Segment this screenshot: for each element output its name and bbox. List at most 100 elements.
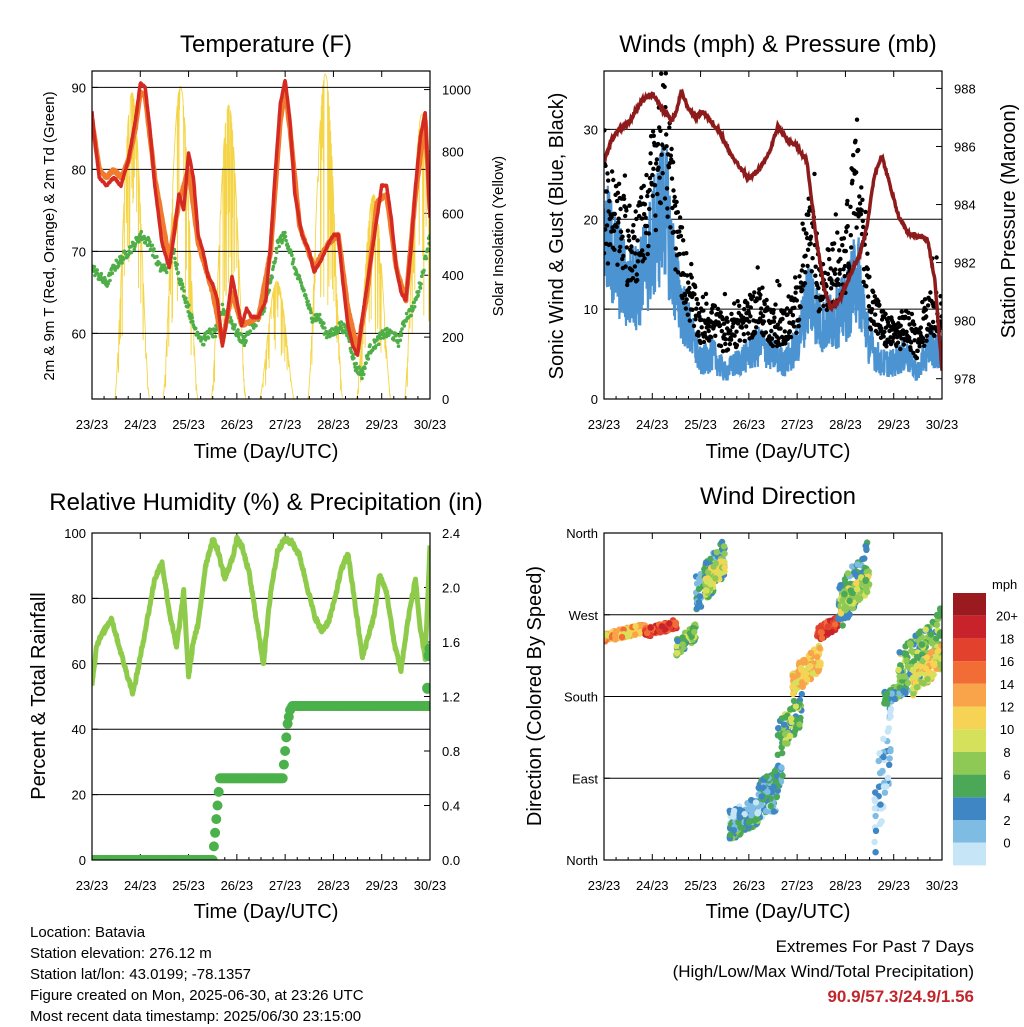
gust-point <box>725 319 730 324</box>
dewpoint-point <box>364 361 368 365</box>
dewpoint-point <box>351 352 356 357</box>
gust-point <box>712 303 718 309</box>
temperature-title: Temperature (F) <box>180 31 352 58</box>
dewpoint-point <box>299 281 304 285</box>
gust-point <box>696 333 701 338</box>
dewpoint-point <box>137 240 141 244</box>
gust-point <box>615 190 621 195</box>
gust-point <box>662 64 666 68</box>
gust-point <box>844 201 850 207</box>
gust-point <box>851 153 856 158</box>
gust-point <box>899 309 904 314</box>
xtick-label: 30/23 <box>926 417 959 432</box>
gust-point <box>635 259 641 264</box>
dewpoint-point <box>181 285 185 289</box>
precipitation-point <box>211 814 222 825</box>
gust-point <box>809 269 814 274</box>
gust-point <box>861 279 866 285</box>
humidity-title: Relative Humidity (%) & Precipitation (i… <box>49 489 482 516</box>
direction-point <box>604 631 609 638</box>
dewpoint-point <box>185 300 189 304</box>
colorbar-swatch <box>953 842 986 866</box>
dewpoint-point <box>133 242 138 246</box>
gust-point <box>616 181 622 186</box>
dewpoint-point <box>317 312 322 317</box>
gust-point <box>830 247 835 252</box>
gust-point <box>908 340 914 345</box>
direction-point <box>844 614 851 621</box>
dewpoint-point <box>164 266 168 271</box>
gust-point <box>808 234 814 239</box>
gust-point <box>679 225 685 230</box>
gust-point <box>693 284 698 290</box>
gust-point <box>835 230 840 235</box>
gust-point <box>670 160 676 165</box>
gust-point <box>800 287 805 293</box>
xtick-label: 26/23 <box>733 878 766 893</box>
gust-point <box>798 304 803 310</box>
xtick-label: 25/23 <box>172 417 205 432</box>
gust-point <box>687 318 692 323</box>
xtick-label: 29/23 <box>877 878 910 893</box>
direction-point <box>924 675 931 683</box>
gust-point <box>901 331 906 337</box>
gust-point <box>634 272 639 277</box>
gust-point <box>934 255 939 260</box>
gust-point <box>891 335 896 341</box>
direction-point <box>755 784 762 791</box>
gust-point <box>836 282 842 287</box>
dewpoint-point <box>251 326 256 330</box>
dewpoint-point <box>110 271 115 276</box>
direction-point <box>792 703 800 710</box>
gust-point <box>611 177 616 183</box>
direction-point <box>854 561 861 568</box>
gust-point <box>872 294 877 299</box>
ytick-label: 20 <box>584 212 598 227</box>
y2tick-label: 984 <box>954 198 976 213</box>
gust-point <box>770 343 775 349</box>
direction-point <box>927 631 935 638</box>
gust-point <box>843 248 848 254</box>
gust-point <box>631 223 636 228</box>
direction-point <box>879 767 886 775</box>
gust-point <box>848 233 853 238</box>
xtick-label: 29/23 <box>365 878 398 893</box>
direction-point <box>886 755 893 762</box>
gust-point <box>748 305 753 310</box>
precipitation-point <box>213 786 224 797</box>
gust-point <box>671 229 677 235</box>
gust-point <box>721 321 727 326</box>
direction-point <box>688 633 695 640</box>
gust-point <box>618 244 623 250</box>
colorbar-swatch <box>953 729 986 752</box>
gust-point <box>689 261 694 267</box>
gust-point <box>664 132 669 137</box>
gust-point <box>755 265 760 270</box>
dewpoint-point <box>291 257 296 261</box>
gust-point <box>912 338 917 343</box>
dewpoint-point <box>270 275 275 280</box>
gust-point <box>845 224 850 229</box>
dewpoint-point <box>323 326 327 330</box>
dewpoint-point <box>419 274 424 279</box>
direction-point <box>853 580 860 587</box>
gust-point <box>642 256 647 261</box>
gust-point <box>922 343 927 348</box>
gust-point <box>621 253 626 259</box>
direction-point <box>832 621 839 628</box>
gust-point <box>939 314 942 319</box>
gust-point <box>629 244 634 249</box>
gust-point <box>728 328 733 333</box>
gust-point <box>689 275 694 280</box>
gust-point <box>877 302 882 308</box>
gust-point <box>616 216 621 221</box>
gust-point <box>673 267 678 272</box>
gust-point <box>667 125 672 130</box>
direction-point <box>915 630 922 637</box>
direction-point <box>796 721 803 728</box>
direction-point <box>817 629 825 636</box>
gust-point <box>920 299 925 305</box>
direction-point <box>748 812 755 819</box>
dewpoint-point <box>280 238 285 242</box>
xtick-label: 25/23 <box>684 417 717 432</box>
